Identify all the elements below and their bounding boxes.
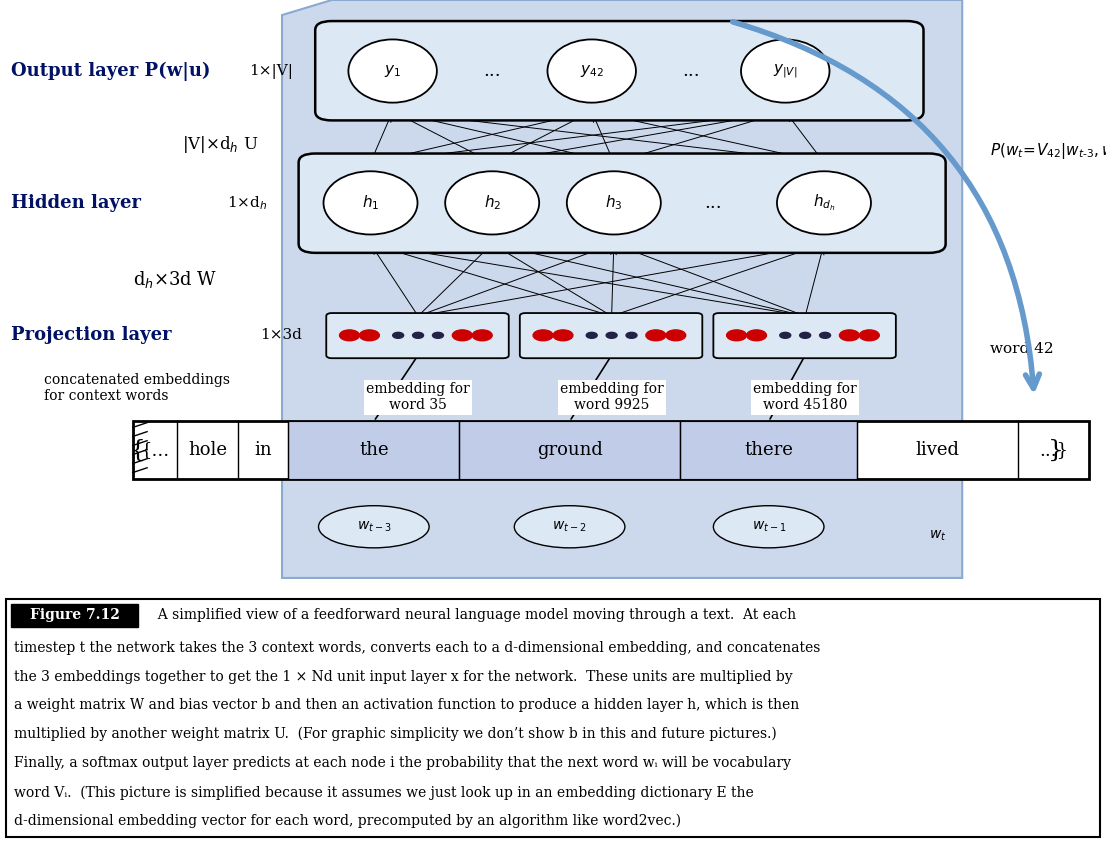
Text: word 42: word 42 [990, 342, 1054, 356]
Circle shape [413, 333, 424, 338]
FancyBboxPatch shape [299, 153, 946, 253]
Circle shape [606, 333, 617, 338]
Circle shape [533, 330, 553, 341]
Ellipse shape [445, 171, 540, 234]
Circle shape [340, 330, 359, 341]
Text: concatenated embeddings
for context words: concatenated embeddings for context word… [44, 373, 230, 403]
Ellipse shape [713, 506, 824, 548]
Circle shape [800, 333, 811, 338]
Text: $y_{42}$: $y_{42}$ [580, 63, 604, 79]
Circle shape [839, 330, 859, 341]
Circle shape [666, 330, 686, 341]
FancyBboxPatch shape [6, 599, 1100, 837]
FancyBboxPatch shape [326, 313, 509, 358]
Circle shape [747, 330, 766, 341]
Text: embedding for
word 35: embedding for word 35 [366, 382, 470, 413]
Text: ...}: ...} [1040, 441, 1068, 459]
Ellipse shape [567, 171, 661, 234]
Circle shape [727, 330, 747, 341]
Text: 1×3d: 1×3d [260, 328, 302, 343]
Circle shape [359, 330, 379, 341]
Text: $h_{d_h}$: $h_{d_h}$ [813, 193, 835, 213]
Text: the: the [359, 441, 388, 459]
Text: $w_{t-2}$: $w_{t-2}$ [552, 520, 587, 534]
Text: Projection layer: Projection layer [11, 327, 171, 344]
Circle shape [393, 333, 404, 338]
FancyBboxPatch shape [11, 604, 138, 627]
Circle shape [553, 330, 573, 341]
Text: A simplified view of a feedforward neural language model moving through a text. : A simplified view of a feedforward neura… [149, 609, 796, 622]
FancyBboxPatch shape [133, 422, 1089, 478]
Polygon shape [282, 0, 962, 578]
Circle shape [780, 333, 791, 338]
Text: embedding for
word 9925: embedding for word 9925 [560, 382, 664, 413]
Bar [680, 422, 857, 478]
Ellipse shape [547, 40, 636, 103]
Circle shape [859, 330, 879, 341]
Circle shape [432, 333, 444, 338]
Text: $h_3$: $h_3$ [605, 194, 623, 212]
Text: $y_{|V|}$: $y_{|V|}$ [773, 62, 797, 80]
Ellipse shape [514, 506, 625, 548]
Text: 1×|V|: 1×|V| [249, 63, 293, 78]
Ellipse shape [319, 506, 429, 548]
Text: {...: {... [140, 441, 169, 459]
Circle shape [626, 333, 637, 338]
Text: Finally, a softmax output layer predicts at each node i the probability that the: Finally, a softmax output layer predicts… [14, 755, 792, 770]
Ellipse shape [324, 171, 418, 234]
Text: in: in [254, 441, 272, 459]
Text: embedding for
word 45180: embedding for word 45180 [753, 382, 857, 413]
Text: word Vᵢ.  (This picture is simplified because it assumes we just look up in an e: word Vᵢ. (This picture is simplified bec… [14, 785, 754, 800]
Circle shape [586, 333, 597, 338]
FancyBboxPatch shape [713, 313, 896, 358]
Text: $w_{t-1}$: $w_{t-1}$ [751, 520, 786, 534]
Text: ...: ... [483, 62, 501, 80]
Text: hole: hole [188, 441, 228, 459]
Circle shape [472, 330, 492, 341]
Text: a weight matrix W and bias vector b and then an activation function to produce a: a weight matrix W and bias vector b and … [14, 698, 800, 712]
FancyBboxPatch shape [315, 21, 924, 120]
Ellipse shape [776, 171, 872, 234]
Text: |V|×d$_h$ U: |V|×d$_h$ U [182, 134, 259, 155]
Text: ...: ... [705, 194, 722, 212]
Text: Output layer P(w|u): Output layer P(w|u) [11, 61, 210, 81]
Text: }: } [1048, 439, 1064, 461]
Text: $y_1$: $y_1$ [384, 63, 401, 79]
Text: {: { [131, 439, 146, 461]
Text: lived: lived [916, 441, 960, 459]
Text: 1×d$_h$: 1×d$_h$ [227, 194, 268, 211]
Text: the 3 embeddings together to get the 1 × Nd unit input layer x for the network. : the 3 embeddings together to get the 1 ×… [14, 670, 793, 684]
Text: $w_t$: $w_t$ [929, 529, 947, 543]
Bar [459, 422, 680, 478]
Text: $h_1$: $h_1$ [362, 194, 379, 212]
Bar [288, 422, 459, 478]
Text: there: there [744, 441, 793, 459]
Ellipse shape [741, 40, 830, 103]
Ellipse shape [348, 40, 437, 103]
Text: timestep t the network takes the 3 context words, converts each to a d-dimension: timestep t the network takes the 3 conte… [14, 642, 821, 655]
Circle shape [452, 330, 472, 341]
Text: ...: ... [682, 62, 700, 80]
FancyArrowPatch shape [732, 22, 1040, 388]
Text: $P(w_t\!=\!V_{42}|w_{t\text{-}3},w_{t\text{-}2},w_{t\text{-}3})$: $P(w_t\!=\!V_{42}|w_{t\text{-}3},w_{t\te… [990, 141, 1106, 161]
Text: Hidden layer: Hidden layer [11, 194, 142, 212]
Circle shape [646, 330, 666, 341]
Text: $w_{t-3}$: $w_{t-3}$ [356, 520, 392, 534]
Text: $h_2$: $h_2$ [483, 194, 501, 212]
Circle shape [820, 333, 831, 338]
Text: multiplied by another weight matrix U.  (For graphic simplicity we don’t show b : multiplied by another weight matrix U. (… [14, 727, 778, 741]
Text: d$_h$×3d W: d$_h$×3d W [133, 269, 217, 290]
Text: ground: ground [536, 441, 603, 459]
Text: d-dimensional embedding vector for each word, precomputed by an algorithm like w: d-dimensional embedding vector for each … [14, 813, 681, 828]
FancyBboxPatch shape [520, 313, 702, 358]
Text: Figure 7.12: Figure 7.12 [30, 609, 121, 622]
